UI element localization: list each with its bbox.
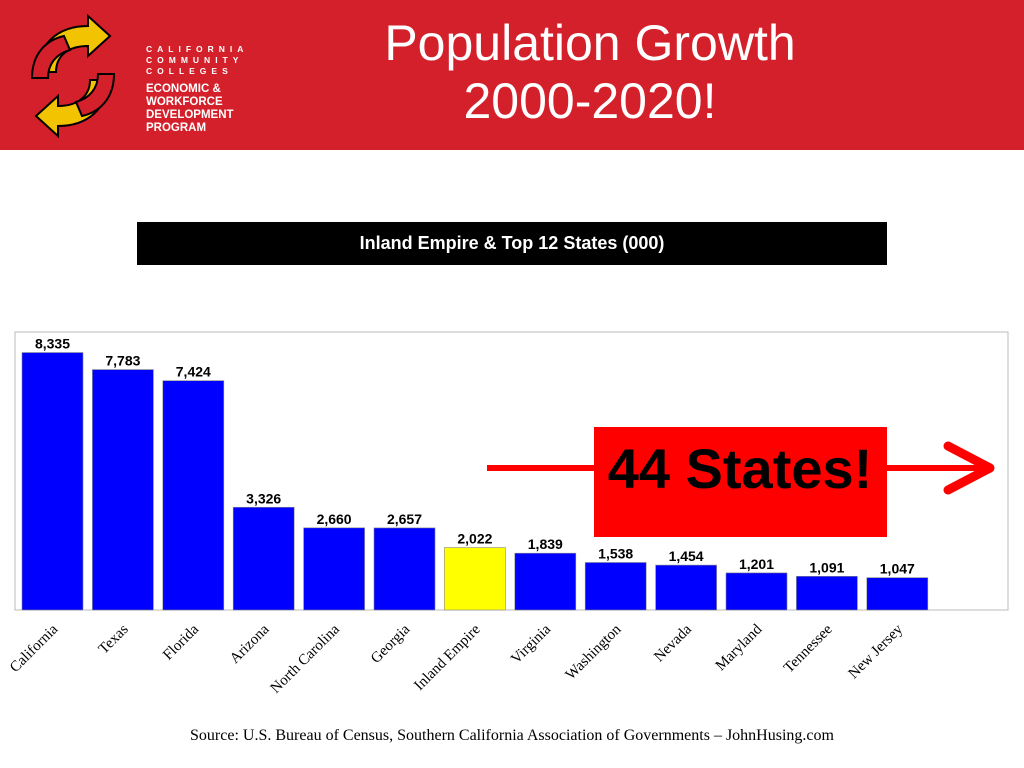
logo-program-line: PROGRAM: [146, 122, 207, 134]
plot-area: [14, 331, 1009, 611]
logo-text: CALIFORNIA COMMUNITY COLLEGES ECONOMIC &…: [146, 44, 248, 135]
logo-org-line: CALIFORNIA: [146, 44, 249, 54]
page-title: Population Growth 2000-2020!: [380, 14, 800, 130]
category-label: Inland Empire: [411, 621, 484, 694]
logo-org-line: COMMUNITY: [146, 55, 244, 65]
category-label: New Jersey: [846, 621, 907, 682]
category-label: Virginia: [508, 621, 554, 667]
logo-program-line: DEVELOPMENT: [146, 109, 234, 121]
title-line-2: 2000-2020!: [463, 73, 717, 129]
data-label: 1,091: [809, 559, 844, 575]
category-label: Maryland: [713, 621, 766, 674]
logo-program-line: WORKFORCE: [146, 96, 223, 108]
data-label: 1,201: [739, 556, 774, 572]
bar-chart: 8,335 California 7,783 Texas 7,424 Florida 3,3…: [7, 331, 1009, 697]
bar-washington: [584, 562, 647, 611]
bar-georgia: [373, 527, 436, 611]
data-label: 1,047: [880, 561, 915, 577]
bar-maryland: [725, 572, 788, 611]
callout: 44 States!: [487, 427, 995, 537]
header-banner: CALIFORNIA COMMUNITY COLLEGES ECONOMIC &…: [0, 0, 1024, 150]
recycle-arrows-icon: [30, 13, 116, 139]
bar-california: [21, 352, 84, 611]
category-label: Texas: [96, 621, 132, 657]
title-line-1: Population Growth: [384, 15, 796, 71]
data-label: 2,660: [317, 511, 352, 527]
data-label: 1,538: [598, 545, 633, 561]
chart-title: Inland Empire & Top 12 States (000): [137, 222, 887, 265]
bar-north-carolina: [303, 527, 365, 611]
category-label: Florida: [160, 621, 202, 663]
bar-virginia: [514, 552, 577, 611]
callout-text: 44 States!: [608, 437, 873, 500]
data-label: 2,657: [387, 511, 422, 527]
data-label: 2,022: [457, 531, 492, 547]
data-label: 7,424: [176, 364, 211, 380]
bar-inland-empire: [444, 547, 506, 611]
category-label: Arizona: [227, 621, 273, 667]
data-label: 1,839: [528, 536, 563, 552]
data-label: 8,335: [35, 336, 70, 352]
bar-texas: [92, 369, 154, 611]
callout-box: [594, 427, 887, 537]
bar-nevada: [655, 564, 717, 611]
data-label: 7,783: [105, 353, 140, 369]
data-label: 1,454: [669, 548, 704, 564]
bar-new-jersey: [866, 577, 929, 611]
bar-tennessee: [796, 576, 858, 611]
category-label: Georgia: [368, 621, 414, 667]
source-note: Source: U.S. Bureau of Census, Southern …: [190, 727, 834, 744]
category-label: Washington: [563, 621, 625, 683]
category-label: California: [7, 621, 62, 676]
bar-florida: [162, 380, 225, 611]
arrow-right-icon: [943, 441, 995, 495]
program-logo: CALIFORNIA COMMUNITY COLLEGES ECONOMIC &…: [18, 13, 248, 140]
category-label: Nevada: [651, 621, 695, 665]
logo-program-line: ECONOMIC &: [146, 83, 221, 95]
logo-org-line: COLLEGES: [146, 66, 233, 76]
bar-arizona: [232, 506, 295, 611]
category-label: North Carolina: [268, 621, 343, 696]
data-label: 3,326: [246, 490, 281, 506]
category-label: Tennessee: [781, 621, 836, 676]
